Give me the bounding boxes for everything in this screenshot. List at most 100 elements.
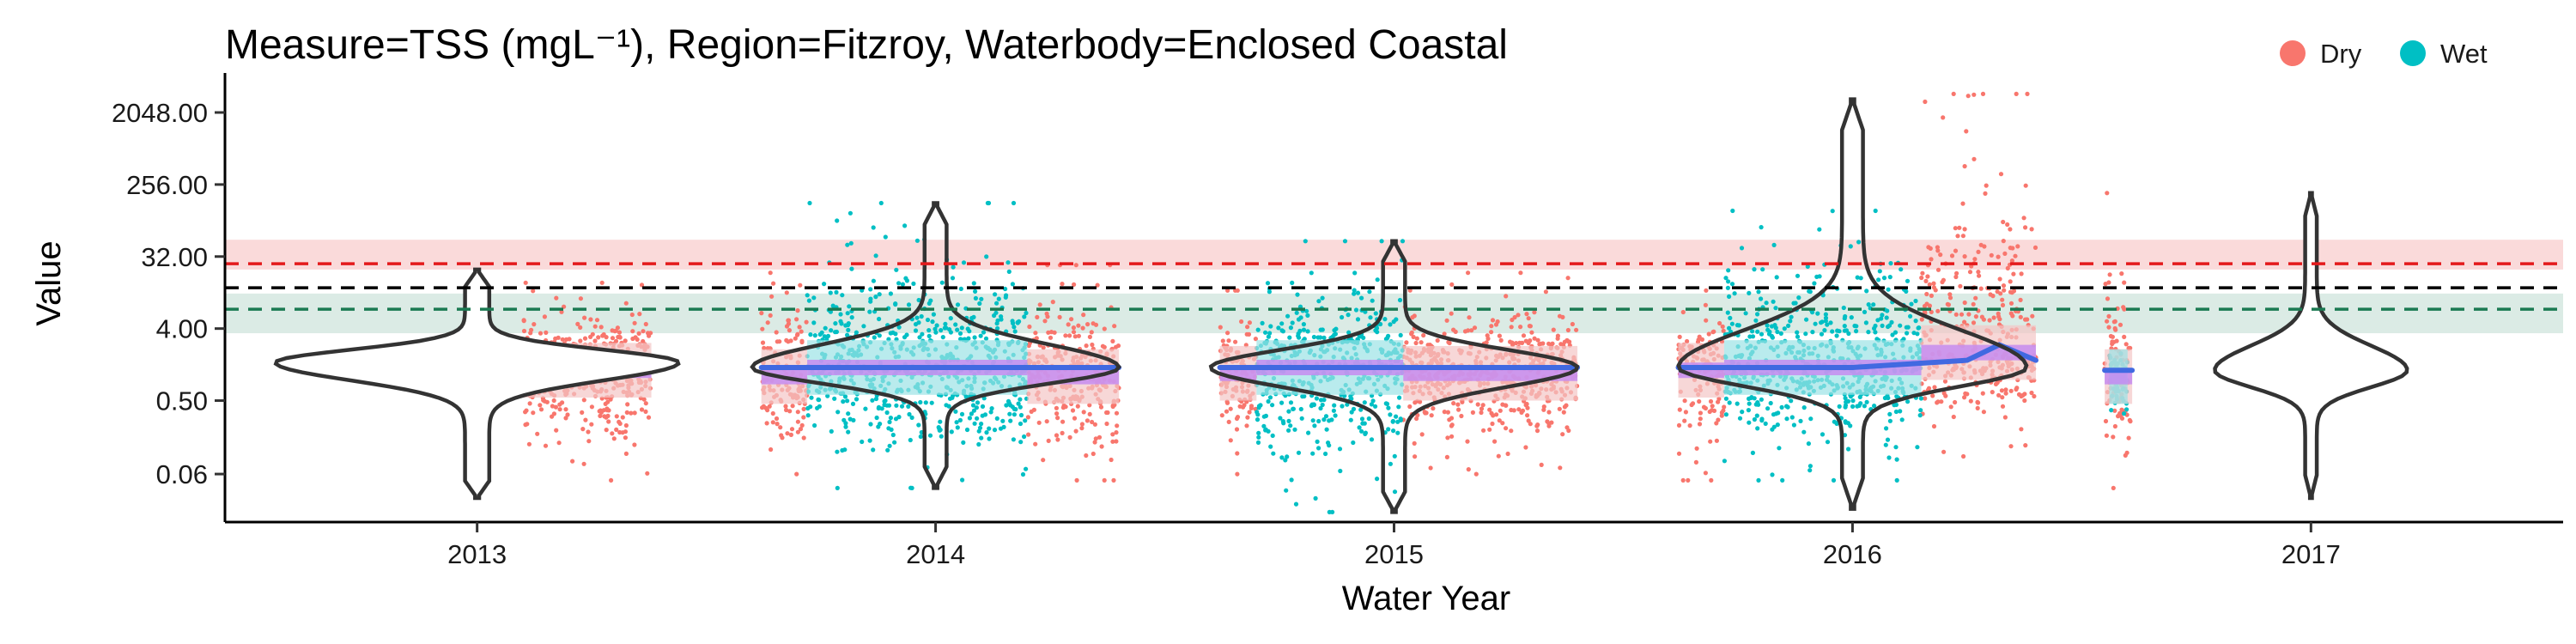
- data-point-wet: [1888, 261, 1893, 266]
- data-point-wet: [977, 425, 983, 430]
- data-point-wet: [1849, 315, 1854, 320]
- data-point-wet: [1805, 264, 1810, 269]
- data-point-dry: [1041, 458, 1046, 463]
- data-point-dry: [1998, 172, 2004, 177]
- data-point-dry: [1480, 403, 1485, 408]
- data-point-wet: [848, 210, 854, 216]
- data-point-wet: [871, 278, 877, 283]
- data-point-dry: [623, 435, 629, 440]
- data-point-wet: [1775, 422, 1780, 428]
- data-point-dry: [2008, 301, 2014, 306]
- data-point-dry: [1516, 313, 1521, 318]
- data-point-wet: [847, 304, 852, 309]
- data-point-wet: [1735, 323, 1740, 328]
- data-point-dry: [2018, 314, 2023, 319]
- data-point-dry: [1525, 413, 1530, 418]
- data-point-dry: [1445, 410, 1450, 415]
- data-point-wet: [1858, 401, 1863, 406]
- data-point-dry: [1943, 393, 1948, 398]
- data-point-dry: [1098, 404, 1104, 410]
- data-point-wet: [902, 223, 908, 228]
- data-point-wet: [1881, 276, 1887, 281]
- data-point-wet: [867, 438, 872, 443]
- data-point-wet: [830, 303, 835, 308]
- data-point-wet: [1854, 329, 1859, 334]
- data-point-wet: [1808, 416, 1814, 422]
- data-point-dry: [1697, 398, 1702, 404]
- data-point-wet: [1739, 246, 1745, 251]
- data-point-dry: [1968, 398, 1973, 404]
- data-point-dry: [1721, 328, 1726, 333]
- data-point-wet: [1316, 418, 1321, 424]
- data-point-dry: [1963, 391, 1968, 396]
- data-point-dry: [1560, 314, 1565, 319]
- data-point-wet: [1299, 416, 1304, 421]
- data-point-dry: [542, 314, 548, 319]
- data-point-dry: [1235, 471, 1240, 477]
- data-point-wet: [972, 335, 977, 340]
- data-point-wet: [1352, 291, 1357, 296]
- data-point-dry: [2011, 271, 2016, 276]
- data-point-wet: [851, 417, 856, 422]
- data-point-wet: [1773, 306, 1778, 311]
- data-point-dry: [1407, 288, 1413, 293]
- data-point-wet: [948, 316, 953, 321]
- data-point-wet: [879, 406, 884, 411]
- data-point-dry: [2014, 386, 2019, 392]
- data-point-wet: [833, 321, 838, 326]
- data-point-dry: [759, 311, 764, 316]
- data-point-wet: [1759, 296, 1764, 301]
- data-point-dry: [2022, 392, 2027, 397]
- data-point-wet: [835, 410, 841, 415]
- data-point-dry: [2023, 225, 2028, 230]
- data-point-wet: [1795, 330, 1800, 335]
- data-point-dry: [1052, 330, 1057, 335]
- data-point-dry: [1494, 412, 1499, 417]
- data-point-wet: [1018, 397, 1023, 402]
- data-point-wet: [1388, 322, 1393, 327]
- data-point-wet: [939, 280, 945, 285]
- data-point-wet: [1819, 331, 1825, 337]
- data-point-wet: [1337, 447, 1343, 452]
- data-point-wet: [984, 430, 989, 435]
- data-point-dry: [1449, 416, 1455, 421]
- data-point-wet: [1301, 327, 1307, 332]
- data-point-dry: [629, 312, 635, 318]
- data-point-dry: [1927, 303, 1932, 308]
- data-point-dry: [588, 334, 593, 339]
- data-point-wet: [811, 295, 817, 301]
- data-point-wet: [1318, 327, 1323, 332]
- data-point-dry: [523, 422, 528, 428]
- data-point-dry: [1102, 344, 1107, 349]
- data-point-wet: [1825, 440, 1831, 445]
- data-point-wet: [994, 301, 999, 306]
- data-point-dry: [770, 420, 775, 425]
- data-point-dry: [1224, 409, 1230, 414]
- data-point-dry: [1971, 92, 1977, 97]
- data-point-dry: [1228, 406, 1233, 411]
- data-point-wet: [1010, 319, 1015, 324]
- data-point-wet: [1863, 320, 1868, 325]
- data-point-dry: [2106, 313, 2111, 319]
- x-axis-title: Water Year: [1342, 580, 1510, 617]
- data-point-dry: [1105, 410, 1110, 416]
- data-point-dry: [1527, 324, 1532, 329]
- data-point-wet: [988, 410, 993, 415]
- data-point-wet: [1346, 330, 1352, 335]
- data-point-dry: [2126, 435, 2131, 440]
- data-point-dry: [1962, 254, 1967, 259]
- data-point-dry: [643, 401, 648, 406]
- data-point-dry: [1962, 395, 1967, 400]
- data-point-dry: [768, 270, 773, 276]
- data-point-wet: [1352, 288, 1357, 293]
- data-point-wet: [1296, 317, 1302, 322]
- data-point-dry: [1102, 326, 1107, 331]
- data-point-dry: [1069, 317, 1074, 322]
- data-point-dry: [550, 414, 555, 419]
- data-point-dry: [786, 318, 791, 323]
- data-point-wet: [1887, 418, 1893, 423]
- data-point-dry: [1693, 459, 1698, 465]
- data-point-wet: [1316, 299, 1321, 304]
- data-point-wet: [812, 422, 817, 428]
- data-point-wet: [893, 331, 898, 337]
